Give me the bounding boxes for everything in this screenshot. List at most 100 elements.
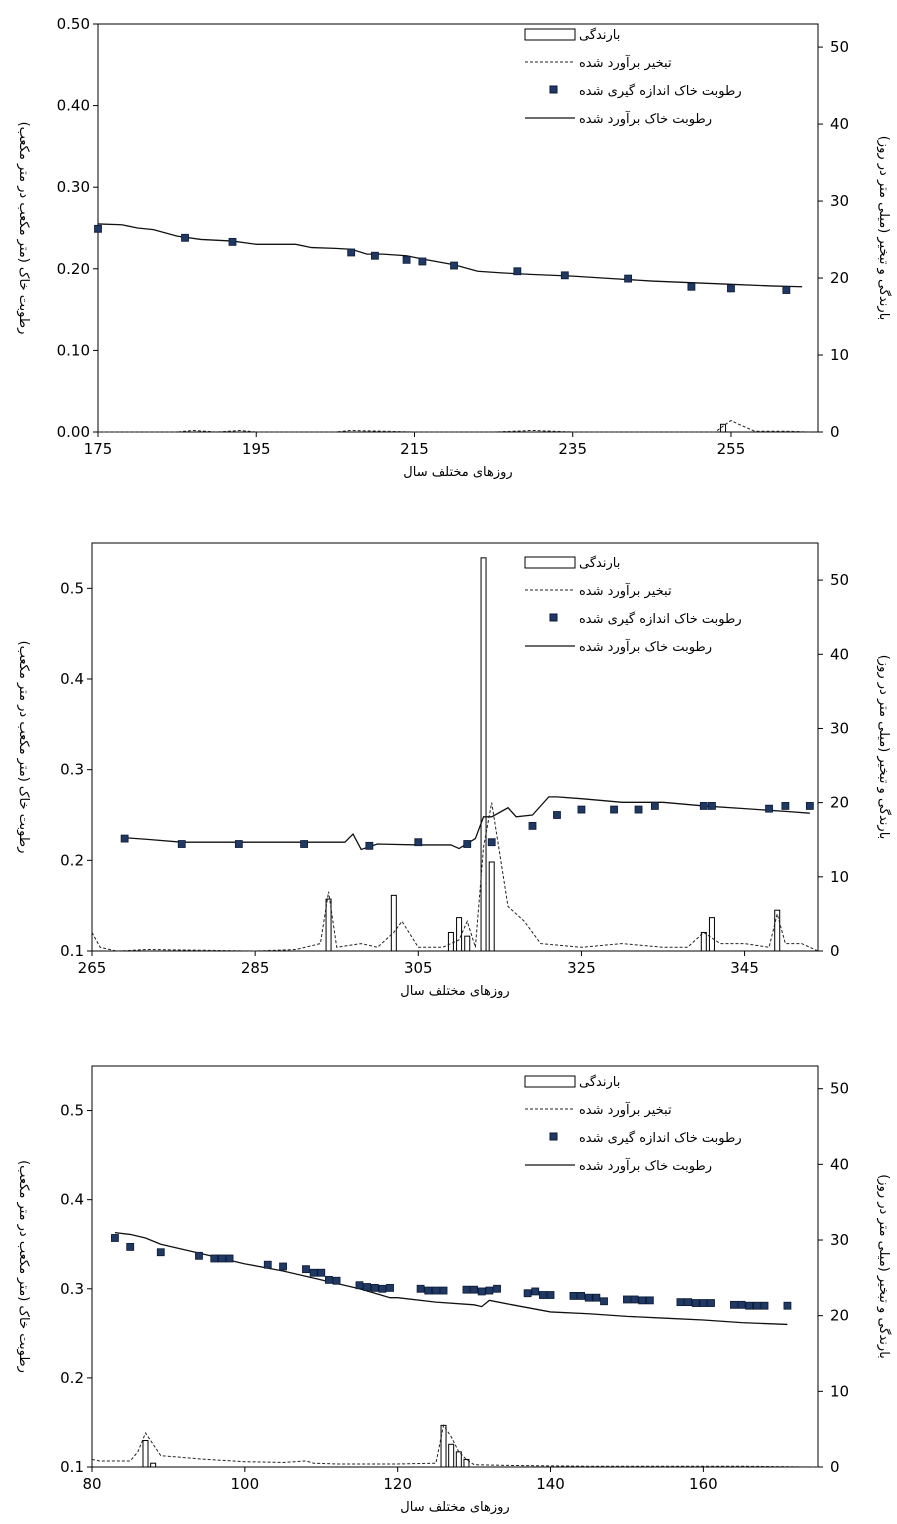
measured-moisture-point bbox=[195, 1252, 202, 1259]
measured-moisture-point bbox=[364, 1283, 371, 1290]
measured-moisture-point bbox=[539, 1292, 546, 1299]
measured-moisture-point bbox=[708, 1300, 715, 1307]
measured-moisture-point bbox=[700, 802, 707, 809]
measured-moisture-point bbox=[570, 1292, 577, 1299]
legend-label-evaporation: تبخیر برآورد شده bbox=[579, 54, 672, 71]
legend: بارندگیتبخیر برآورد شدهرطوبت خاک اندازه … bbox=[525, 555, 742, 655]
y2-tick-label: 40 bbox=[830, 645, 849, 663]
measured-moisture-point bbox=[301, 841, 308, 848]
rainfall-bar bbox=[465, 936, 470, 951]
measured-moisture-point bbox=[229, 238, 236, 245]
x-tick-label: 195 bbox=[242, 440, 271, 458]
legend-label-estimated: رطوبت خاک برآورد شده bbox=[579, 638, 712, 655]
measured-moisture-point bbox=[635, 806, 642, 813]
x-tick-label: 265 bbox=[78, 959, 107, 977]
measured-moisture-point bbox=[625, 275, 632, 282]
measured-moisture-point bbox=[593, 1294, 600, 1301]
measured-moisture-point bbox=[561, 272, 568, 279]
measured-moisture-point bbox=[784, 1302, 791, 1309]
y2-axis-label: بارندگی و تبخیر (میلی متر در روز) bbox=[876, 655, 892, 840]
rainfall-bar bbox=[457, 918, 462, 951]
measured-moisture-point bbox=[226, 1255, 233, 1262]
x-axis-label: روزهای مختلف سال bbox=[400, 984, 509, 999]
y2-tick-label: 0 bbox=[830, 942, 840, 960]
legend-swatch-rainfall bbox=[525, 557, 575, 568]
legend: بارندگیتبخیر برآورد شدهرطوبت خاک اندازه … bbox=[525, 1074, 742, 1174]
y-tick-label: 0.3 bbox=[60, 761, 84, 779]
rainfall-bar bbox=[391, 895, 396, 951]
y-tick-label: 0.00 bbox=[57, 423, 90, 441]
rainfall-bar bbox=[701, 932, 706, 951]
y2-tick-label: 20 bbox=[830, 1307, 849, 1325]
measured-moisture-point bbox=[127, 1243, 134, 1250]
measured-moisture-point bbox=[486, 1287, 493, 1294]
chart-panel-1: 175 195 215 235 255 0.00 0.10 0.20 0.30 0.40 0.50 0… bbox=[16, 15, 892, 480]
measured-moisture-point bbox=[639, 1297, 646, 1304]
measured-moisture-point bbox=[415, 839, 422, 846]
measured-moisture-point bbox=[356, 1282, 363, 1289]
x-tick-label: 285 bbox=[241, 959, 270, 977]
y-axis-label: رطوبت خاک (متر مکعب در متر مکعب) bbox=[16, 641, 31, 854]
y2-tick-label: 20 bbox=[830, 269, 849, 287]
measured-moisture-point bbox=[235, 841, 242, 848]
y2-tick-label: 10 bbox=[830, 868, 849, 886]
y-tick-label: 0.40 bbox=[57, 97, 90, 115]
plot-frame bbox=[92, 1066, 818, 1467]
measured-moisture-point bbox=[738, 1301, 745, 1308]
legend-label-rainfall: بارندگی bbox=[579, 27, 620, 43]
x-tick-label: 175 bbox=[84, 440, 113, 458]
y-tick-label: 0.5 bbox=[60, 579, 84, 597]
y2-tick-label: 50 bbox=[830, 38, 849, 56]
measured-moisture-point bbox=[318, 1269, 325, 1276]
legend-label-measured: رطوبت خاک اندازه گیری شده bbox=[579, 611, 742, 627]
rainfall-bar bbox=[709, 918, 714, 951]
measured-moisture-point bbox=[730, 1301, 737, 1308]
measured-moisture-point bbox=[761, 1302, 768, 1309]
y-tick-label: 0.4 bbox=[60, 670, 84, 688]
measured-moisture-point bbox=[218, 1255, 225, 1262]
y2-tick-label: 30 bbox=[830, 719, 849, 737]
measured-moisture-point bbox=[806, 802, 813, 809]
legend-label-estimated: رطوبت خاک برآورد شده bbox=[579, 1157, 712, 1174]
y2-tick-label: 30 bbox=[830, 1231, 849, 1249]
measured-moisture-point bbox=[688, 283, 695, 290]
legend-label-estimated: رطوبت خاک برآورد شده bbox=[579, 110, 712, 127]
y2-tick-label: 0 bbox=[830, 1458, 840, 1476]
measured-moisture-point bbox=[366, 842, 373, 849]
measured-moisture-point bbox=[478, 1288, 485, 1295]
chart-panel-3: 80 100 120 140 160 0.1 0.2 0.3 0.4 0.5 0 10 20 30 40 50… bbox=[16, 1066, 892, 1515]
y2-axis-label: بارندگی و تبخیر (میلی متر در روز) bbox=[876, 1174, 892, 1359]
chart-panel-2: 265 285 305 325 345 0.1 0.2 0.3 0.4 0.5 0 10 20 30 40 5… bbox=[16, 543, 892, 999]
measured-moisture-point bbox=[121, 835, 128, 842]
x-tick-label: 100 bbox=[231, 1475, 260, 1493]
measured-moisture-point bbox=[310, 1269, 317, 1276]
estimated-moisture-line bbox=[98, 224, 802, 287]
measured-moisture-point bbox=[532, 1288, 539, 1295]
measured-moisture-point bbox=[425, 1287, 432, 1294]
legend-label-rainfall: بارندگی bbox=[579, 1074, 620, 1090]
y2-axis-label: بارندگی و تبخیر (میلی متر در روز) bbox=[876, 136, 892, 321]
measured-moisture-point bbox=[463, 1286, 470, 1293]
measured-moisture-point bbox=[264, 1261, 271, 1268]
legend-swatch-measured bbox=[550, 1133, 557, 1140]
measured-moisture-point bbox=[333, 1277, 340, 1284]
measured-moisture-point bbox=[578, 1292, 585, 1299]
measured-moisture-point bbox=[623, 1296, 630, 1303]
measured-moisture-point bbox=[631, 1296, 638, 1303]
measured-moisture-point bbox=[601, 1298, 608, 1305]
y-axis-label: رطوبت خاک (متر مکعب در متر مکعب) bbox=[16, 1160, 31, 1373]
rainfall-bar bbox=[151, 1463, 156, 1467]
measured-moisture-point bbox=[547, 1292, 554, 1299]
measured-moisture-point bbox=[302, 1266, 309, 1273]
y2-tick-label: 10 bbox=[830, 1382, 849, 1400]
measured-moisture-point bbox=[746, 1302, 753, 1309]
y-tick-label: 0.20 bbox=[57, 260, 90, 278]
measured-moisture-point bbox=[280, 1263, 287, 1270]
legend-swatch-measured bbox=[550, 614, 557, 621]
measured-moisture-point bbox=[325, 1276, 332, 1283]
x-tick-label: 305 bbox=[404, 959, 433, 977]
y2-tick-label: 10 bbox=[830, 346, 849, 364]
x-tick-label: 325 bbox=[567, 959, 596, 977]
measured-moisture-point bbox=[157, 1249, 164, 1256]
measured-moisture-point bbox=[440, 1287, 447, 1294]
